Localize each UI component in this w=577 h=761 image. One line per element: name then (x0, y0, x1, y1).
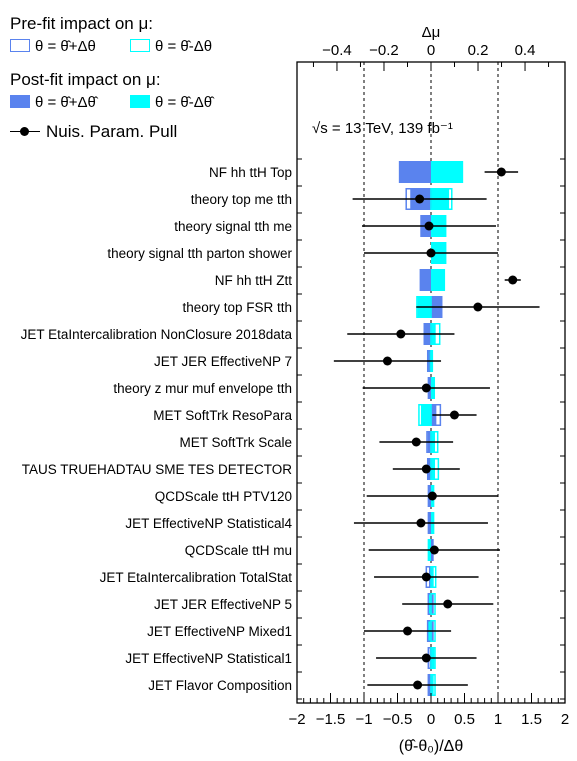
legend-prefit-plus: θ = θ̂+Δθ (10, 38, 96, 55)
postfit-impact-bar (420, 404, 431, 426)
top-tick-label: 0.4 (515, 42, 536, 59)
legend-prefit-minus-label: θ = θ̂-Δθ (155, 38, 213, 55)
parameter-label: JET EtaIntercalibration TotalStat (100, 570, 293, 585)
parameter-label: JET EffectiveNP Mixed1 (147, 624, 292, 639)
x-tick-label: 1.5 (521, 711, 542, 728)
pull-point (496, 167, 506, 177)
top-tick-label: 0 (427, 42, 435, 59)
parameter-label: JET Flavor Composition (148, 678, 292, 693)
parameter-label: NF hh ttH Ztt (215, 273, 293, 288)
parameter-label: JET EtaIntercalibration NonClosure 2018d… (21, 327, 293, 342)
x-tick-label: 2 (561, 711, 569, 728)
pull-point (427, 491, 437, 501)
parameter-label: theory signal tth parton shower (107, 246, 292, 261)
parameter-label: theory top FSR tth (182, 300, 292, 315)
legend-prefit-minus: θ = θ̂-Δθ (130, 38, 212, 55)
top-axis-label: Δμ (422, 24, 441, 41)
parameter-label: QCDScale ttH mu (185, 543, 292, 558)
x-tick-label: 1 (494, 711, 502, 728)
parameter-label: TAUS TRUEHADTAU SME TES DETECTOR (22, 462, 293, 477)
pull-point (413, 680, 423, 690)
legend-prefit-title: Pre-fit impact on μ: (10, 14, 154, 33)
pull-point (416, 518, 426, 528)
parameter-labels: NF hh ttH Top theory top me tth theory sig… (21, 165, 293, 693)
pull-point (411, 437, 421, 447)
pull-point (424, 221, 434, 231)
parameter-label: theory top me tth (191, 192, 292, 207)
legend-postfit-minus-label: θ = θ̂-Δθ̂ (155, 94, 213, 111)
swatch-prefit-plus (10, 39, 30, 52)
swatch-prefit-minus (130, 39, 150, 52)
top-tick-label: −0.4 (322, 42, 352, 59)
pull-point (421, 383, 431, 393)
pull-point (415, 194, 425, 204)
x-tick-label: 0 (427, 711, 435, 728)
postfit-impact-bar (419, 269, 431, 291)
parameter-label: NF hh ttH Top (209, 165, 292, 180)
legend-postfit-title: Post-fit impact on μ: (10, 70, 161, 89)
legend-postfit-plus-label: θ = θ̂+Δθ̂ (35, 94, 96, 111)
pull-markers (333, 167, 540, 690)
parameter-label: MET SoftTrk Scale (179, 435, 292, 450)
pull-point (508, 275, 518, 285)
legend-postfit-minus: θ = θ̂-Δθ̂ (130, 94, 212, 111)
parameter-label: JET EffectiveNP Statistical4 (125, 516, 292, 531)
postfit-impact-bar (431, 269, 446, 291)
pull-point (421, 464, 431, 474)
pull-point (443, 599, 453, 609)
legend-pull: Nuis. Param. Pull (10, 122, 177, 142)
parameter-label: theory z mur muf envelope tth (113, 381, 292, 396)
pull-point (382, 356, 392, 366)
energy-annotation: √s = 13 TeV, 139 fb⁻¹ (312, 120, 453, 137)
pull-point (426, 248, 436, 258)
pull-point (473, 302, 483, 312)
pull-point (449, 410, 459, 420)
parameter-label: JET JER EffectiveNP 7 (154, 354, 292, 369)
parameter-label: JET EffectiveNP Statistical1 (125, 651, 292, 666)
pull-point (396, 329, 406, 339)
top-tick-label: 0.2 (468, 42, 489, 59)
x-tick-label: −0.5 (383, 711, 413, 728)
parameter-label: JET JER EffectiveNP 5 (154, 597, 292, 612)
pull-point (429, 545, 439, 555)
legend-prefit-plus-label: θ = θ̂+Δθ (35, 38, 96, 55)
axes: −2 −1.5 −1 −0.5 0 0.5 1 1.5 2 −0.4 −0.2 0 0.2 0.4 (288, 42, 569, 728)
parameter-label: QCDScale ttH PTV120 (155, 489, 292, 504)
postfit-impact-bar (431, 161, 464, 183)
parameter-label: MET SoftTrk ResoPara (153, 408, 292, 423)
x-tick-label: −1 (355, 711, 372, 728)
legend: Pre-fit impact on μ: θ = θ̂+Δθ θ = θ̂-Δθ… (0, 0, 300, 150)
x-tick-label: −2 (288, 711, 305, 728)
swatch-postfit-minus (130, 95, 150, 108)
pull-point (421, 653, 431, 663)
top-tick-label: −0.2 (369, 42, 399, 59)
swatch-postfit-plus (10, 95, 30, 108)
x-tick-label: −1.5 (316, 711, 346, 728)
parameter-label: theory signal tth me (174, 219, 292, 234)
pull-point (421, 572, 431, 582)
x-tick-label: 0.5 (454, 711, 475, 728)
legend-postfit-plus: θ = θ̂+Δθ̂ (10, 94, 96, 111)
legend-pull-label: Nuis. Param. Pull (46, 122, 178, 141)
postfit-impact-bar (398, 161, 431, 183)
prefit-impact-bar (418, 404, 432, 426)
pull-point (403, 626, 413, 636)
x-axis-label: (θ̂-θ₀)/Δθ (399, 738, 464, 755)
pull-marker-icon (10, 125, 40, 138)
